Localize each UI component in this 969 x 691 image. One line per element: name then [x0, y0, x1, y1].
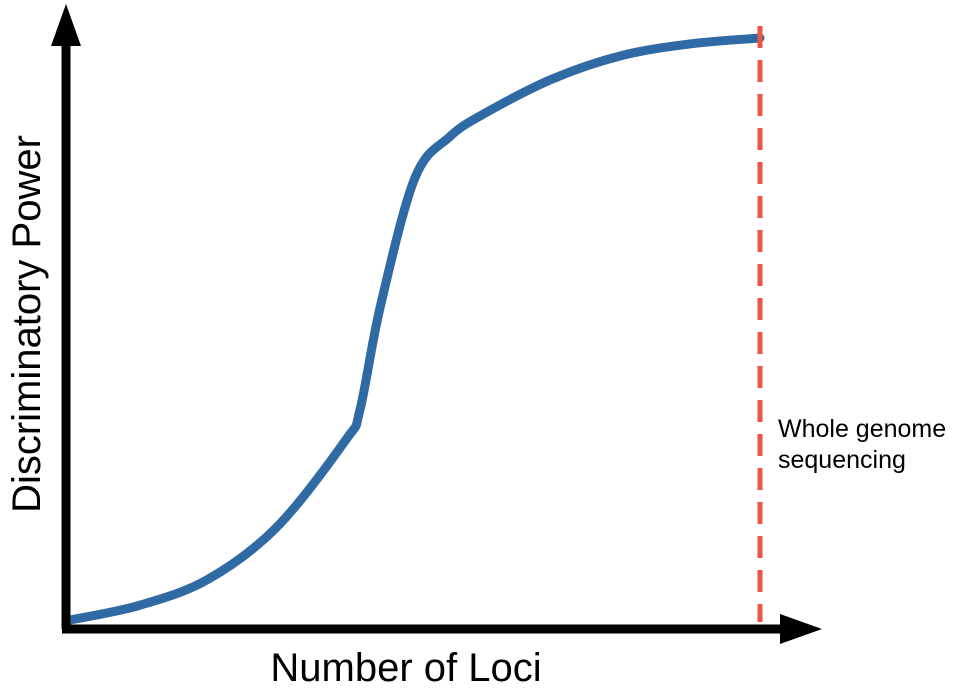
- y-axis-label: Discriminatory Power: [5, 135, 49, 513]
- y-axis-arrowhead: [51, 4, 81, 46]
- x-axis-arrowhead: [780, 614, 822, 644]
- axes: [51, 4, 822, 644]
- marker-annotation-line: sequencing: [778, 446, 906, 474]
- marker-annotation-line: Whole genome: [778, 415, 946, 443]
- series-line: [65, 33, 765, 625]
- plot-area: [65, 26, 765, 625]
- marker-annotation: Whole genome sequencing: [778, 415, 953, 474]
- x-axis-label: Number of Loci: [270, 646, 541, 690]
